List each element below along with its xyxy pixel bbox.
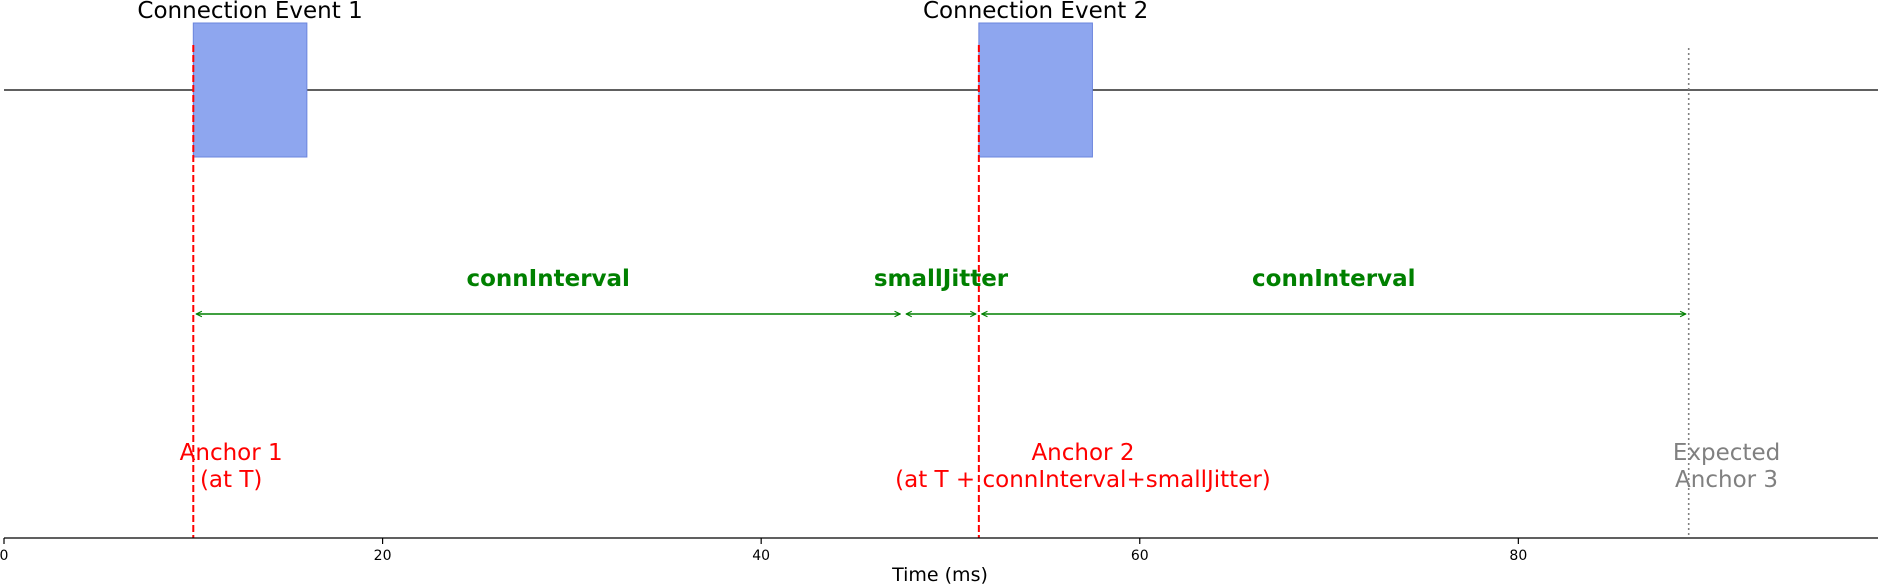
connection-event-1-box xyxy=(192,22,308,158)
connection-event-2-label: Connection Event 2 xyxy=(923,0,1148,24)
intervals-layer: connInterval smallJitter connInterval xyxy=(196,266,1685,314)
x-axis: 0 20 40 60 80 xyxy=(0,537,1878,564)
connection-event-1-label: Connection Event 1 xyxy=(137,0,362,24)
x-tick-label-80: 80 xyxy=(1509,548,1527,564)
x-tick-label-40: 40 xyxy=(752,548,770,564)
events-layer: Connection Event 1 Connection Event 2 xyxy=(4,0,1878,158)
interval-1-label: connInterval xyxy=(466,266,629,292)
anchor-3-label-line-1: Expected xyxy=(1673,440,1780,466)
x-tick-label-20: 20 xyxy=(374,548,392,564)
x-tick-label-60: 60 xyxy=(1131,548,1149,564)
anchor-1-label-line-2: (at T) xyxy=(200,467,262,493)
interval-3-label: connInterval xyxy=(1252,266,1415,292)
connection-event-2-box xyxy=(978,22,1093,158)
interval-2-label: smallJitter xyxy=(874,266,1009,292)
anchor-2-label-line-2: (at T + connInterval+smallJitter) xyxy=(895,467,1271,493)
anchor-2-label-line-1: Anchor 2 xyxy=(1031,440,1134,466)
anchor-3-label-line-2: Anchor 3 xyxy=(1675,467,1778,493)
anchors-layer: Anchor 1(at T) Anchor 2(at T + connInterv… xyxy=(180,45,1780,538)
x-axis-label: Time (ms) xyxy=(891,564,988,584)
anchor-1-label-line-1: Anchor 1 xyxy=(180,440,283,466)
x-tick-label-0: 0 xyxy=(0,548,8,564)
